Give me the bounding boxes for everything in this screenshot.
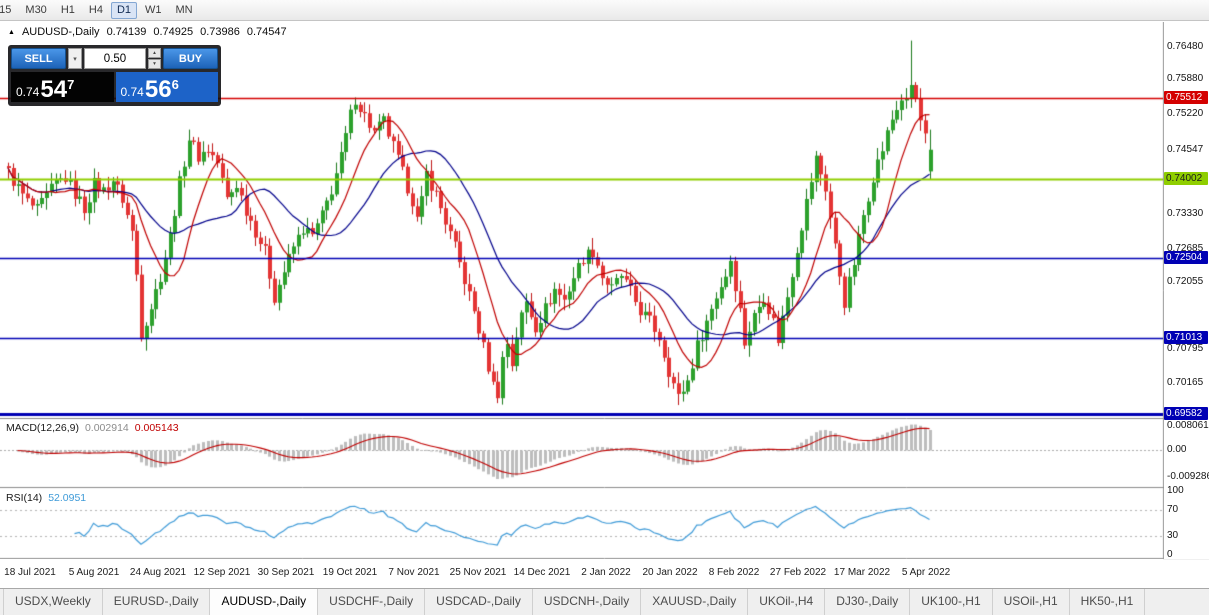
- date-label: 7 Nov 2021: [388, 567, 440, 578]
- price-axis: 0.76480 0.75880 0.75220 0.74547 0.73330 0.726…: [1164, 22, 1209, 560]
- bid-price-box[interactable]: 0.74 54 7: [11, 72, 114, 102]
- timeframe-button-mn[interactable]: MN: [175, 3, 193, 16]
- sell-button[interactable]: SELL: [11, 48, 66, 69]
- ohlc-low-value: 0.73986: [200, 26, 240, 38]
- date-label: 5 Aug 2021: [68, 567, 120, 578]
- lot-size-input[interactable]: 0.50: [84, 48, 146, 69]
- date-label: 17 Mar 2022: [833, 567, 891, 578]
- timeframe-button-h4[interactable]: H4: [88, 3, 103, 16]
- price-axis-label: 0.76480: [1167, 40, 1204, 52]
- price-axis-label: 0.72685: [1167, 242, 1204, 254]
- timeframe-toolbar: M15 M30 H1 H4 D1 W1 MN: [0, 0, 1209, 21]
- tab-eurusd[interactable]: EURUSD-,Daily: [103, 589, 211, 615]
- ohlc-close-value: 0.74547: [246, 26, 287, 38]
- rsi-indicator-header: RSI(14) 52.0951: [6, 492, 86, 504]
- date-label: 2 Jan 2022: [581, 567, 631, 578]
- macd-signal-value: 0.005143: [134, 422, 179, 434]
- price-axis-label: 0.72055: [1167, 276, 1204, 288]
- macd-indicator-name: MACD(12,26,9): [6, 422, 79, 434]
- tab-usdcnh[interactable]: USDCNH-,Daily: [533, 589, 642, 615]
- tab-ukoil[interactable]: UKOil-,H4: [748, 589, 826, 615]
- rsi-axis-label: 0: [1167, 548, 1173, 560]
- price-axis-label: 0.73330: [1167, 208, 1204, 220]
- rsi-indicator-name: RSI(14): [6, 492, 43, 504]
- date-label: 8 Feb 2022: [708, 567, 760, 578]
- date-label: 19 Oct 2021: [322, 567, 378, 578]
- macd-indicator-header: MACD(12,26,9) 0.002914 0.005143: [6, 422, 179, 434]
- rsi-axis-label: 70: [1167, 504, 1179, 516]
- timeframe-button-m30[interactable]: M30: [25, 3, 47, 16]
- rsi-current-value: 52.0951: [48, 492, 87, 504]
- price-axis-label: 0.75220: [1167, 107, 1204, 119]
- lot-spin-up-icon[interactable]: ▴: [148, 48, 161, 58]
- ask-price-pip-digit: 6: [171, 77, 179, 92]
- macd-main-value: 0.002914: [84, 422, 129, 434]
- bid-price-pip-digit: 7: [67, 77, 75, 92]
- ask-price-prefix: 0.74: [120, 85, 144, 99]
- date-label: 25 Nov 2021: [449, 567, 507, 578]
- bid-price-prefix: 0.74: [16, 85, 40, 99]
- price-line-tag: 0.74002: [1164, 171, 1208, 185]
- price-line-tag: 0.69582: [1164, 406, 1208, 420]
- tab-dj30[interactable]: DJ30-,Daily: [825, 589, 911, 615]
- date-label: 14 Dec 2021: [513, 567, 571, 578]
- price-axis-label: 0.74547: [1167, 143, 1204, 155]
- macd-axis-label: -0.009286: [1167, 471, 1209, 483]
- ohlc-open-value: 0.74139: [106, 26, 147, 38]
- tab-uk100[interactable]: UK100-,H1: [910, 589, 993, 615]
- date-label: 20 Jan 2022: [642, 567, 698, 578]
- chart-symbol-label: AUDUSD-,Daily: [21, 26, 100, 38]
- date-axis: 18 Jul 2021 5 Aug 2021 24 Aug 2021 12 Sep 2…: [0, 559, 1163, 588]
- price-line-tag: 0.75512: [1164, 91, 1208, 105]
- rsi-axis-label: 100: [1167, 485, 1184, 497]
- macd-axis-label: 0.00: [1167, 444, 1187, 456]
- date-label: 24 Aug 2021: [129, 567, 187, 578]
- tab-usdx[interactable]: USDX,Weekly: [3, 589, 103, 615]
- ask-price-box[interactable]: 0.74 56 6: [115, 72, 218, 103]
- date-label: 30 Sep 2021: [257, 567, 315, 578]
- lot-spin-down-icon[interactable]: ▾: [148, 59, 161, 69]
- timeframe-button-w1[interactable]: W1: [145, 3, 162, 16]
- price-axis-label: 0.75880: [1167, 72, 1204, 84]
- chart-ohlc-header: ▲ AUDUSD-,Daily 0.74139 0.74925 0.73986 …: [8, 26, 287, 38]
- timeframe-button-m15[interactable]: M15: [0, 3, 12, 16]
- date-label: 27 Feb 2022: [769, 567, 827, 578]
- price-axis-label: 0.70795: [1167, 343, 1204, 355]
- tab-usdcad[interactable]: USDCAD-,Daily: [425, 589, 533, 615]
- ohlc-high-value: 0.74925: [153, 26, 194, 38]
- ask-price-big-digits: 56: [144, 76, 172, 103]
- tab-usoil[interactable]: USOil-,H1: [993, 589, 1070, 615]
- chart-tabs-bar: USDX,Weekly EURUSD-,Daily AUDUSD-,Daily USD…: [0, 588, 1209, 615]
- price-chart-canvas[interactable]: [0, 22, 1209, 588]
- price-line-tag: 0.72504: [1164, 251, 1208, 265]
- timeframe-button-d1[interactable]: D1: [110, 1, 137, 19]
- bid-price-big-digits: 54: [40, 76, 68, 103]
- tab-usdchf[interactable]: USDCHF-,Daily: [318, 589, 426, 615]
- price-axis-label: 0.70165: [1167, 376, 1204, 388]
- chart-marker-triangle-icon: ▲: [8, 28, 15, 36]
- date-label: 18 Jul 2021: [4, 567, 56, 578]
- lot-size-spinner[interactable]: ▴ ▾: [148, 48, 161, 69]
- tab-audusd[interactable]: AUDUSD-,Daily: [210, 589, 319, 615]
- rsi-axis-label: 30: [1167, 529, 1179, 541]
- price-line-tag: 0.71013: [1164, 330, 1208, 344]
- lot-dropdown-arrow-icon[interactable]: ▾: [68, 48, 82, 69]
- macd-axis-label: 0.008061: [1167, 420, 1209, 432]
- one-click-trade-panel: SELL ▾ 0.50 ▴ ▾ BUY 0.74 54 7 0.74 56: [8, 45, 221, 106]
- chart-window: ▲ AUDUSD-,Daily 0.74139 0.74925 0.73986 …: [0, 22, 1209, 588]
- date-label: 12 Sep 2021: [193, 567, 251, 578]
- buy-button[interactable]: BUY: [163, 48, 218, 69]
- timeframe-button-h1[interactable]: H1: [60, 3, 75, 16]
- tab-hk50[interactable]: HK50-,H1: [1070, 589, 1146, 615]
- tab-xauusd[interactable]: XAUUSD-,Daily: [641, 589, 749, 615]
- date-label: 5 Apr 2022: [901, 567, 951, 578]
